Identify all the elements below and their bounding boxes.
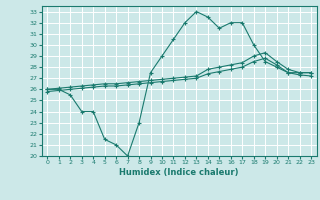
X-axis label: Humidex (Indice chaleur): Humidex (Indice chaleur) [119, 168, 239, 177]
